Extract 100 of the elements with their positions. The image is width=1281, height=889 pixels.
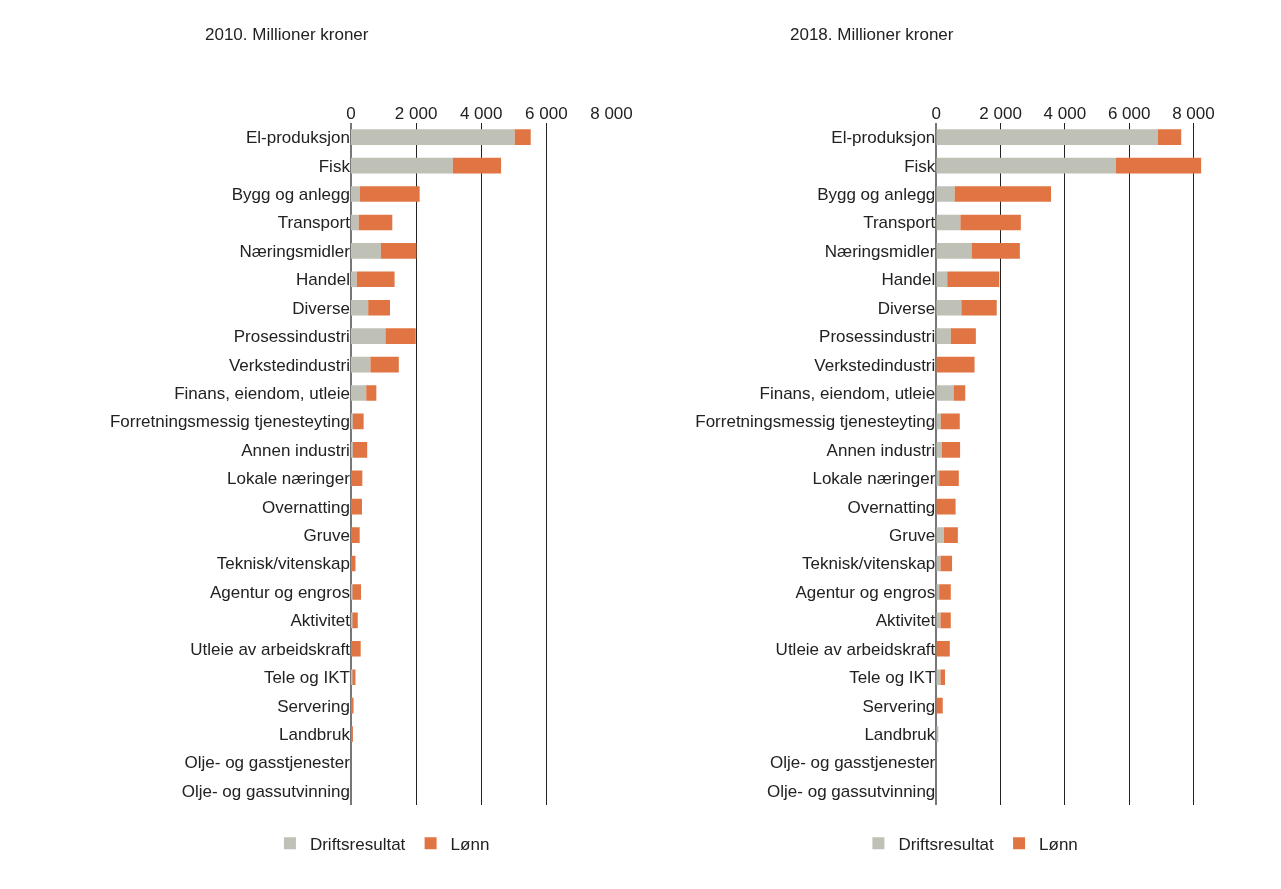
bar <box>936 640 950 657</box>
y-tick-label: Agentur og engros <box>795 582 936 602</box>
bar <box>936 271 948 288</box>
bar <box>936 527 945 543</box>
bar <box>936 328 951 344</box>
y-tick-label: Diverse <box>292 298 350 318</box>
y-tick-label: Teknisk/vitenskap <box>802 554 936 574</box>
bar <box>936 157 1116 174</box>
y-tick-label: Prosessindustri <box>233 327 350 347</box>
bar <box>350 157 453 174</box>
bar <box>350 640 361 657</box>
bar <box>947 271 1000 288</box>
y-tick-label: Gruve <box>303 526 350 546</box>
bar <box>940 669 945 686</box>
bar <box>936 498 956 515</box>
legend-label: Lønn <box>450 834 490 854</box>
bar <box>366 385 377 401</box>
x-tick-label: 4 000 <box>1043 103 1087 123</box>
bar <box>350 470 363 487</box>
bar <box>380 243 417 259</box>
bar <box>350 243 381 259</box>
x-tick-label: 8 000 <box>590 103 633 123</box>
y-tick-label: Fisk <box>318 156 351 176</box>
bar <box>936 385 954 401</box>
y-tick-label: Servering <box>277 696 350 716</box>
y-tick-label: Overnatting <box>847 497 936 517</box>
y-tick-label: Verkstedindustri <box>814 355 936 375</box>
bar <box>936 356 975 373</box>
bar <box>1157 129 1182 145</box>
y-tick-label: Næringsmidler <box>239 241 351 261</box>
bar <box>350 697 354 714</box>
bar <box>368 299 391 316</box>
bar <box>350 442 353 458</box>
bar <box>350 726 353 742</box>
y-tick-label: Forretningsmessig tjenesteyting <box>109 412 350 432</box>
y-tick-label: Utleie av arbeidskraft <box>190 639 351 659</box>
x-tick-label: 8 000 <box>1172 103 1215 123</box>
legend-label: Lønn <box>1039 834 1078 854</box>
x-tick-label: 2 000 <box>979 103 1022 123</box>
x-tick-label: 2 000 <box>394 103 438 123</box>
chart-title: 2010. Millioner kroner <box>205 25 369 44</box>
bar <box>940 612 951 629</box>
bar <box>350 299 369 316</box>
y-tick-label: Lokale næringer <box>227 469 351 489</box>
y-tick-label: Diverse <box>877 298 936 318</box>
bar <box>950 328 976 344</box>
x-tick-label: 0 <box>346 103 356 123</box>
bar <box>352 612 358 629</box>
bar <box>940 413 960 430</box>
y-tick-label: Annen industri <box>241 440 350 460</box>
bar <box>954 186 1052 202</box>
bar <box>350 584 353 600</box>
bar <box>359 186 420 202</box>
bar <box>936 243 972 259</box>
y-tick-label: Verkstedindustri <box>228 355 350 375</box>
y-tick-label: Finans, eiendom, utleie <box>759 383 936 403</box>
bar <box>971 243 1020 259</box>
bar <box>514 129 531 145</box>
y-tick-label: Tele og IKT <box>849 668 936 688</box>
bar <box>385 328 416 344</box>
chart-title: 2018. Millioner kroner <box>790 25 954 44</box>
bar <box>941 442 961 458</box>
bar <box>936 299 962 316</box>
bar <box>352 584 362 600</box>
bar <box>939 584 951 600</box>
bar <box>940 555 953 572</box>
bar <box>936 186 955 202</box>
y-tick-label: Landbruk <box>864 725 936 745</box>
y-tick-label: Lokale næringer <box>812 469 936 489</box>
y-tick-label: Finans, eiendom, utleie <box>174 383 350 403</box>
bar <box>960 214 1021 231</box>
y-tick-label: Olje- og gasstjenester <box>769 753 936 773</box>
bar <box>350 129 515 145</box>
bar <box>352 442 368 458</box>
y-tick-label: Næringsmidler <box>824 241 936 261</box>
x-tick-label: 6 000 <box>525 103 568 123</box>
y-tick-label: Servering <box>862 696 936 716</box>
y-tick-label: Handel <box>881 270 936 290</box>
y-tick-label: Olje- og gasstjenester <box>184 753 351 773</box>
y-tick-label: Aktivitet <box>875 611 936 631</box>
bar <box>350 328 386 344</box>
y-tick-label: Transport <box>863 213 936 233</box>
bar <box>350 413 353 430</box>
y-tick-label: El-produksjon <box>831 128 936 148</box>
y-tick-label: Prosessindustri <box>819 327 936 347</box>
y-tick-label: Annen industri <box>826 440 936 460</box>
y-tick-label: Olje- og gassutvinning <box>767 781 936 801</box>
y-tick-label: Agentur og engros <box>210 582 350 602</box>
bar <box>350 356 371 373</box>
bar <box>356 271 395 288</box>
bar <box>936 442 942 458</box>
bar <box>452 157 502 174</box>
y-tick-label: Gruve <box>889 526 936 546</box>
bar <box>350 271 357 288</box>
bar <box>350 612 353 629</box>
y-tick-label: Olje- og gassutvinning <box>181 781 350 801</box>
bar <box>350 498 362 515</box>
x-tick-label: 4 000 <box>459 103 503 123</box>
y-tick-label: Bygg og anlegg <box>231 184 350 204</box>
bar <box>953 385 966 401</box>
